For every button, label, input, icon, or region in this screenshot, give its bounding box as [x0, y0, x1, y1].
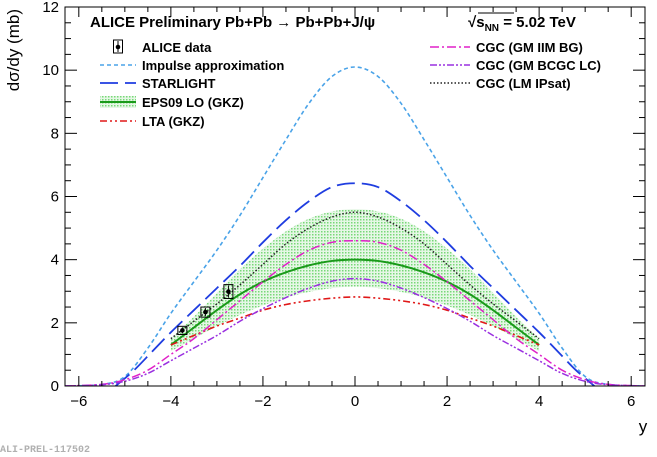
y-tick-label: 0 [51, 378, 59, 395]
legend-entry-impulse-approximation: Impulse approximation [100, 58, 284, 73]
x-tick-label: −2 [254, 393, 271, 410]
data-marker [180, 328, 185, 333]
x-tick-label: −6 [70, 393, 87, 410]
energy-label: √sNN = 5.02 TeV [468, 12, 576, 34]
figure-id: ALI-PREL-117502 [0, 445, 90, 456]
plot-frame [64, 6, 646, 387]
y-tick-label: 8 [51, 125, 59, 142]
systematic-box [177, 325, 188, 336]
legend-entry-cgc-gm-bcgc-lc: CGC (GM BCGC LC) [430, 58, 601, 73]
svg-text:√sNN = 5.02 TeV: √sNN = 5.02 TeV [468, 14, 576, 34]
y-tick-label: 10 [42, 62, 59, 79]
legend-label: CGC (GM IIM BG) [476, 40, 583, 55]
legend-entry-lta-gkz: LTA (GKZ) [100, 114, 205, 129]
series-line-cgc-gm-bcgc-lc [65, 277, 645, 386]
ticks-layer: −6 −4 −2 0 2 4 6 0 2 4 6 8 10 12 [42, 0, 645, 410]
data-marker [226, 289, 231, 294]
x-tick-label: 2 [443, 393, 451, 410]
y-tick-label: 4 [51, 252, 59, 269]
y-tick-label: 2 [51, 315, 59, 332]
x-tick-label: 0 [351, 393, 359, 410]
legend-symbol-marker [115, 44, 121, 50]
series-line-impulse-approximation [65, 66, 645, 386]
band-layer [170, 209, 540, 352]
legend: ALICE data Impulse approximation STARLIGHT… [100, 39, 601, 129]
legend-entry-starlight: STARLIGHT [100, 76, 215, 91]
legend-label: STARLIGHT [142, 76, 215, 91]
x-tick-label: −4 [162, 393, 179, 410]
legend-label: CGC (LM IPsat) [476, 76, 571, 91]
x-tick-label: 6 [627, 393, 635, 410]
series-line-lta-gkz [170, 296, 540, 346]
energy-symbol: √s [468, 14, 485, 31]
series-line-starlight [115, 182, 595, 386]
data-point [177, 325, 188, 336]
energy-subscript: NN [485, 23, 499, 34]
legend-entry-eps09-lo-gkz: EPS09 LO (GKZ) [100, 95, 244, 110]
data-points-layer [177, 284, 234, 336]
y-axis-label: dσ/dy (mb) [4, 9, 23, 91]
x-tick-label: 4 [535, 393, 543, 410]
legend-label: LTA (GKZ) [142, 114, 205, 129]
x-axis-label: y [639, 417, 648, 436]
systematic-box [223, 284, 234, 300]
legend-entry-alice-data: ALICE data [113, 39, 212, 55]
chart-title: ALICE Preliminary Pb+Pb → Pb+Pb+J/ψ [90, 14, 375, 31]
energy-value: = 5.02 TeV [499, 14, 576, 31]
legend-label: Impulse approximation [142, 58, 284, 73]
systematic-box [200, 306, 211, 318]
data-point [223, 284, 234, 300]
legend-label: EPS09 LO (GKZ) [142, 95, 244, 110]
data-point [200, 306, 211, 318]
legend-label: CGC (GM BCGC LC) [476, 58, 601, 73]
eps09-uncertainty-band [170, 209, 540, 352]
y-tick-label: 6 [51, 189, 59, 206]
legend-entry-cgc-lm-ipsat: CGC (LM IPsat) [430, 76, 571, 91]
legend-symbol-box [113, 39, 123, 54]
legend-entry-cgc-gm-iim-bg: CGC (GM IIM BG) [430, 40, 583, 55]
y-tick-label: 12 [42, 0, 59, 16]
legend-label: ALICE data [142, 40, 212, 55]
data-marker [203, 309, 208, 315]
